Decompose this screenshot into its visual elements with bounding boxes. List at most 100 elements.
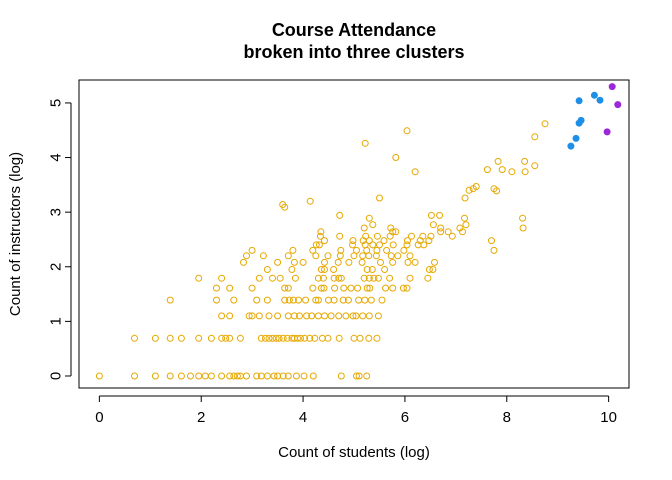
data-point-cluster-1	[166, 296, 174, 304]
data-point-cluster-1	[331, 284, 339, 292]
data-point-cluster-1	[389, 241, 397, 249]
data-point-cluster-1	[490, 246, 498, 254]
y-tick-label: 1	[48, 317, 65, 325]
x-tick-label: 4	[299, 409, 307, 426]
data-point-cluster-1	[359, 252, 367, 260]
data-point-cluster-1	[429, 221, 437, 229]
data-point-cluster-1	[314, 296, 322, 304]
data-point-cluster-1	[365, 237, 373, 245]
data-point-cluster-1	[408, 232, 415, 240]
data-point-cluster-1	[319, 274, 327, 282]
data-point-cluster-1	[177, 334, 185, 342]
x-tick-label: 8	[503, 409, 511, 426]
data-point-cluster-1	[334, 258, 342, 266]
data-point-cluster-1	[361, 139, 369, 147]
data-point-cluster-1	[387, 252, 395, 260]
data-point-cluster-1	[195, 372, 203, 380]
data-point-cluster-1	[365, 334, 373, 342]
data-point-cluster-1	[279, 372, 287, 380]
data-point-cluster-1	[377, 258, 384, 266]
data-point-cluster-1	[207, 334, 215, 342]
data-point-cluster-1	[355, 296, 363, 304]
x-axis-label: Count of students (log)	[278, 444, 430, 461]
data-point-cluster-1	[265, 312, 273, 320]
data-point-cluster-1	[456, 224, 464, 232]
data-point-cluster-1	[243, 252, 250, 260]
data-point-cluster-1	[336, 252, 344, 260]
data-point-cluster-1	[327, 312, 335, 320]
data-point-cluster-1	[429, 266, 437, 273]
data-point-cluster-1	[349, 312, 357, 320]
data-point-cluster-1	[195, 334, 203, 342]
data-point-cluster-1	[519, 214, 527, 222]
data-point-cluster-1	[367, 296, 375, 304]
data-point-cluster-1	[521, 168, 529, 176]
data-point-cluster-1	[406, 252, 414, 260]
data-point-cluster-1	[314, 312, 322, 320]
data-point-cluster-1	[308, 312, 316, 320]
data-point-cluster-1	[284, 372, 292, 380]
y-tick-label: 3	[48, 208, 65, 216]
data-point-cluster-1	[399, 284, 407, 292]
data-point-cluster-1	[284, 252, 292, 260]
data-point-cluster-1	[369, 221, 377, 229]
data-point-cluster-1	[448, 232, 456, 240]
data-point-cluster-1	[255, 312, 263, 320]
data-point-cluster-1	[376, 194, 383, 202]
data-point-cluster-1	[403, 241, 411, 249]
data-point-cluster-1	[350, 334, 358, 342]
data-point-cluster-1	[296, 312, 303, 320]
data-point-cluster-1	[404, 258, 412, 266]
data-point-cluster-1	[207, 372, 215, 380]
data-point-cluster-3	[603, 128, 611, 136]
data-point-cluster-1	[366, 284, 374, 292]
data-point-cluster-1	[353, 246, 360, 254]
data-point-cluster-1	[519, 224, 527, 232]
data-point-cluster-1	[248, 246, 256, 254]
data-point-cluster-1	[355, 372, 363, 380]
data-point-cluster-1	[363, 372, 371, 380]
data-point-cluster-1	[330, 266, 338, 273]
x-tick-label: 2	[197, 409, 205, 426]
data-points	[95, 83, 622, 380]
data-point-cluster-1	[354, 284, 362, 292]
data-point-cluster-1	[257, 334, 265, 342]
data-point-cluster-1	[368, 266, 376, 273]
x-axis: 0 2 4 6 8 10	[95, 395, 617, 426]
data-point-cluster-1	[411, 168, 419, 176]
data-point-cluster-1	[420, 241, 428, 249]
data-point-cluster-1	[213, 296, 220, 304]
data-point-cluster-1	[272, 334, 280, 342]
data-point-cluster-1	[309, 372, 317, 380]
data-point-cluster-1	[352, 312, 360, 320]
data-point-cluster-1	[317, 284, 325, 292]
data-point-cluster-1	[406, 274, 414, 282]
data-point-cluster-1	[290, 312, 298, 320]
data-point-cluster-1	[427, 232, 435, 240]
data-point-cluster-1	[436, 211, 444, 219]
data-point-cluster-1	[404, 237, 411, 245]
data-point-cluster-1	[131, 334, 138, 342]
data-point-cluster-1	[461, 194, 469, 202]
data-point-cluster-1	[320, 284, 328, 292]
data-point-cluster-1	[521, 157, 529, 165]
data-point-cluster-1	[324, 252, 332, 260]
data-point-cluster-1	[316, 232, 324, 240]
data-point-cluster-1	[226, 312, 234, 320]
data-point-cluster-1	[311, 334, 319, 342]
data-point-cluster-1	[288, 266, 296, 273]
y-tick-label: 4	[48, 153, 65, 161]
data-point-cluster-1	[314, 274, 322, 282]
data-point-cluster-1	[461, 214, 468, 222]
plot-frame	[78, 79, 630, 389]
data-point-cluster-1	[381, 266, 389, 273]
data-point-cluster-3	[608, 83, 616, 91]
data-point-cluster-1	[531, 162, 539, 170]
data-point-cluster-1	[335, 334, 343, 342]
data-point-cluster-1	[411, 258, 419, 266]
data-point-cluster-1	[392, 228, 400, 236]
data-point-cluster-1	[284, 312, 292, 320]
data-point-cluster-1	[345, 258, 353, 266]
data-point-cluster-1	[494, 157, 502, 165]
data-point-cluster-1	[425, 237, 433, 245]
